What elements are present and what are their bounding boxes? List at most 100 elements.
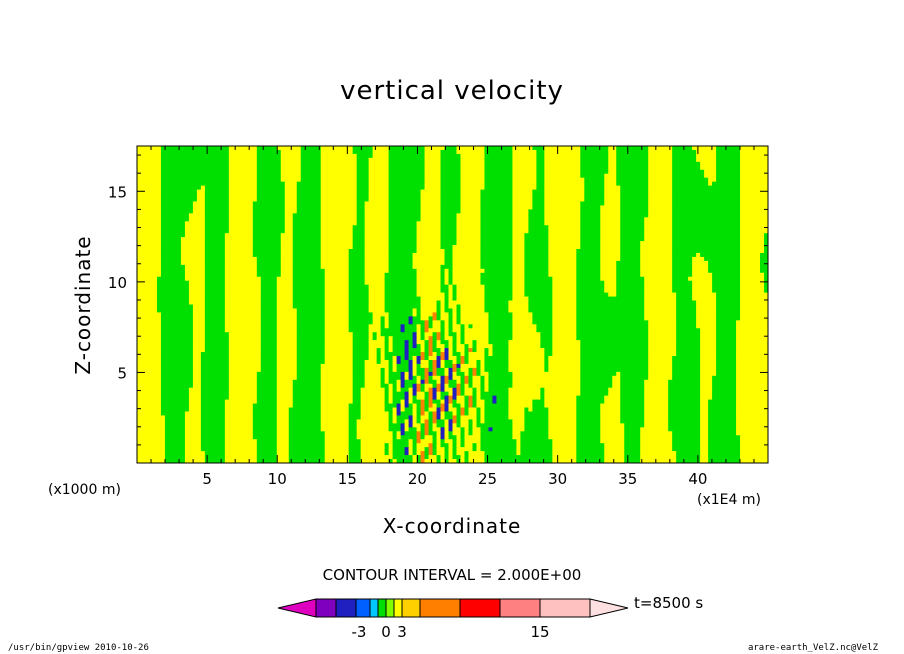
field-cell — [572, 173, 577, 179]
field-cell — [312, 146, 318, 151]
field-cell — [624, 205, 629, 210]
field-cell — [608, 229, 613, 234]
field-cell — [137, 233, 142, 238]
field-cell — [588, 217, 593, 222]
field-cell — [480, 169, 486, 175]
field-cell — [616, 249, 621, 254]
field-cell — [552, 217, 557, 222]
field-cell — [744, 161, 749, 167]
field-cell — [676, 193, 681, 199]
field-cell — [424, 256, 430, 262]
field-cell — [164, 146, 170, 151]
field-cell — [604, 260, 609, 266]
field-cell — [332, 153, 338, 159]
field-cell — [340, 169, 346, 175]
field-cell — [736, 209, 741, 214]
field-cell — [580, 169, 585, 175]
field-cell — [540, 146, 545, 151]
field-cell — [344, 197, 350, 203]
field-cell — [584, 241, 589, 246]
field-cell — [360, 153, 366, 159]
field-cell — [468, 193, 474, 199]
field-cell — [508, 169, 513, 175]
field-cell — [600, 193, 605, 199]
field-cell — [436, 169, 442, 175]
field-cell — [244, 213, 250, 218]
field-cell — [640, 149, 645, 155]
field-cell — [476, 268, 482, 274]
field-cell — [520, 153, 525, 159]
field-cell — [620, 153, 625, 159]
field-cell — [404, 213, 410, 218]
field-cell — [752, 233, 757, 238]
field-cell — [764, 193, 768, 199]
field-cell — [416, 233, 422, 238]
field-cell — [484, 146, 490, 151]
field-cell — [232, 217, 238, 222]
field-cell — [240, 249, 246, 254]
field-cell — [396, 252, 402, 258]
field-cell — [408, 165, 414, 171]
field-cell — [728, 205, 733, 210]
field-cell — [436, 256, 442, 262]
field-cell — [180, 205, 186, 210]
field-cell — [176, 233, 182, 238]
field-cell — [692, 264, 697, 270]
field-cell — [548, 181, 553, 187]
field-cell — [716, 165, 721, 171]
field-cell — [388, 217, 394, 222]
field-cell — [632, 209, 637, 214]
field-cell — [212, 161, 218, 167]
field-cell — [688, 256, 693, 262]
field-cell — [372, 221, 378, 226]
field-cell — [412, 181, 418, 187]
field-cell — [492, 201, 498, 207]
field-cell — [276, 193, 282, 199]
field-cell — [172, 153, 178, 159]
field-cell — [524, 237, 529, 242]
field-cell — [432, 264, 438, 270]
field-cell — [228, 252, 234, 258]
field-cell — [260, 185, 266, 191]
field-cell — [248, 201, 254, 207]
field-cell — [300, 268, 306, 274]
field-cell — [168, 197, 174, 203]
field-cell — [432, 245, 438, 250]
field-cell — [480, 193, 486, 199]
field-cell — [376, 153, 382, 159]
field-cell — [492, 264, 498, 270]
field-cell — [228, 161, 234, 167]
field-cell — [680, 165, 685, 171]
field-cell — [300, 256, 306, 262]
field-cell — [288, 256, 294, 262]
field-cell — [316, 153, 322, 159]
field-cell — [348, 173, 354, 179]
field-cell — [620, 193, 625, 199]
field-cell — [316, 225, 322, 230]
field-cell — [732, 229, 737, 234]
field-cell — [272, 221, 278, 226]
field-cell — [600, 146, 605, 151]
field-cell — [268, 197, 274, 203]
field-cell — [192, 149, 198, 155]
field-cell — [260, 197, 266, 203]
field-cell — [168, 260, 174, 266]
field-cell — [176, 225, 182, 230]
field-cell — [528, 221, 533, 226]
field-cell — [372, 245, 378, 250]
field-cell — [588, 161, 593, 167]
field-cell — [336, 201, 342, 207]
field-cell — [304, 189, 310, 195]
field-cell — [500, 189, 506, 195]
field-cell — [696, 149, 701, 155]
field-cell — [436, 229, 442, 234]
field-cell — [292, 233, 298, 238]
field-cell — [448, 256, 454, 262]
field-cell — [508, 264, 513, 270]
field-cell — [288, 225, 294, 230]
field-cell — [228, 189, 234, 195]
field-cell — [344, 161, 350, 167]
field-cell — [652, 201, 657, 207]
field-cell — [380, 249, 386, 254]
field-cell — [568, 189, 573, 195]
